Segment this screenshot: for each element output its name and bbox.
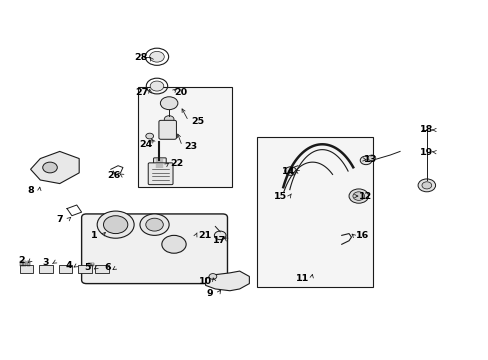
FancyBboxPatch shape (137, 87, 232, 187)
FancyBboxPatch shape (159, 120, 176, 139)
Bar (23, 261, 26, 263)
FancyBboxPatch shape (59, 265, 72, 273)
Text: 25: 25 (190, 117, 203, 126)
Text: 23: 23 (184, 141, 197, 150)
Circle shape (164, 116, 174, 123)
Text: 26: 26 (107, 171, 121, 180)
Text: 14: 14 (281, 167, 294, 176)
Text: 19: 19 (419, 148, 432, 157)
Text: 1: 1 (90, 231, 97, 240)
Bar (27, 261, 30, 263)
Text: 4: 4 (65, 261, 72, 270)
Circle shape (285, 167, 296, 175)
Polygon shape (30, 152, 79, 184)
Polygon shape (205, 271, 249, 291)
Text: 15: 15 (274, 192, 287, 201)
Circle shape (214, 231, 225, 240)
Circle shape (150, 81, 163, 91)
Circle shape (208, 274, 216, 279)
FancyBboxPatch shape (95, 265, 109, 273)
Bar (20, 261, 23, 263)
Text: 13: 13 (364, 155, 377, 164)
Bar (88, 265, 91, 266)
Text: 2: 2 (19, 256, 25, 265)
Text: 6: 6 (104, 263, 110, 272)
Text: 8: 8 (27, 186, 34, 195)
Circle shape (140, 214, 169, 235)
Circle shape (417, 179, 435, 192)
Text: 16: 16 (355, 231, 368, 240)
Bar (27, 265, 30, 266)
Text: 10: 10 (199, 277, 212, 286)
Text: 3: 3 (43, 258, 49, 267)
Circle shape (421, 182, 431, 189)
FancyBboxPatch shape (81, 214, 227, 284)
Bar (91, 263, 94, 265)
Circle shape (42, 162, 57, 173)
Circle shape (162, 235, 186, 253)
Circle shape (160, 97, 178, 110)
Bar (23, 263, 26, 265)
Text: 12: 12 (358, 192, 371, 201)
FancyBboxPatch shape (20, 265, 33, 273)
Text: 5: 5 (84, 263, 91, 272)
Circle shape (103, 216, 127, 234)
Text: 28: 28 (135, 53, 148, 62)
Circle shape (352, 192, 364, 201)
Bar (91, 265, 94, 266)
Text: 24: 24 (140, 140, 153, 149)
FancyBboxPatch shape (256, 137, 372, 287)
Circle shape (367, 155, 375, 161)
Circle shape (149, 51, 164, 62)
Bar (20, 265, 23, 266)
Circle shape (348, 189, 368, 203)
FancyBboxPatch shape (153, 158, 166, 170)
Circle shape (145, 218, 163, 231)
Text: 22: 22 (169, 159, 183, 168)
Text: 20: 20 (174, 88, 187, 97)
Circle shape (145, 133, 153, 139)
Text: 18: 18 (419, 126, 433, 135)
FancyBboxPatch shape (39, 265, 53, 273)
Text: 9: 9 (206, 289, 212, 298)
Text: 17: 17 (212, 235, 225, 244)
Bar (23, 265, 26, 266)
FancyBboxPatch shape (78, 265, 92, 273)
Text: 7: 7 (56, 215, 63, 224)
Circle shape (360, 156, 371, 165)
Text: 21: 21 (198, 231, 211, 240)
Bar (20, 263, 23, 265)
Text: 11: 11 (296, 274, 309, 283)
Circle shape (97, 211, 134, 238)
FancyBboxPatch shape (148, 163, 173, 185)
Bar (27, 263, 30, 265)
Bar (88, 263, 91, 265)
Text: 27: 27 (135, 88, 148, 97)
